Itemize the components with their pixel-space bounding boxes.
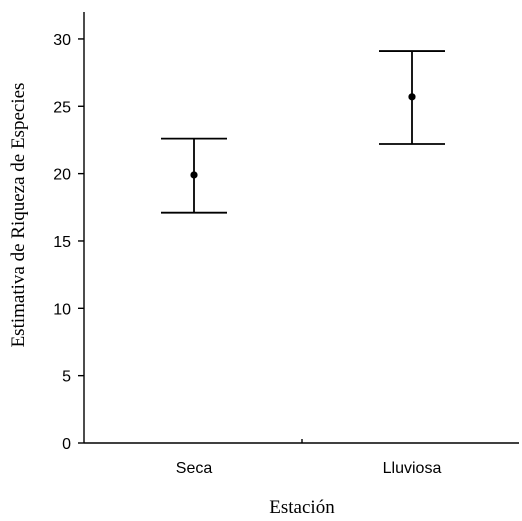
y-tick-label-10: 10	[53, 301, 71, 318]
y-axis-title: Estimativa de Riqueza de Especies	[8, 83, 29, 348]
y-tick-label-0: 0	[62, 436, 71, 453]
y-tick-label-15: 15	[53, 234, 71, 251]
x-tick-label-lluviosa: Lluviosa	[383, 460, 442, 477]
x-tick-label-seca: Seca	[176, 460, 213, 477]
x-ticks: Seca Lluviosa	[176, 460, 442, 477]
x-axis-title: Estación	[269, 497, 335, 518]
mean-point-seca	[190, 171, 198, 179]
mean-point-lluviosa	[408, 93, 416, 101]
error-bars	[161, 50, 445, 214]
y-tick-label-5: 5	[62, 369, 71, 386]
y-tick-label-20: 20	[53, 167, 71, 184]
y-tick-label-25: 25	[53, 99, 71, 116]
y-tick-label-30: 30	[53, 32, 71, 49]
y-ticks: 0 5 10 15 20 25 30	[53, 32, 84, 453]
plot-area: 0 5 10 15 20 25 30 Seca Lluviosa	[53, 12, 519, 477]
